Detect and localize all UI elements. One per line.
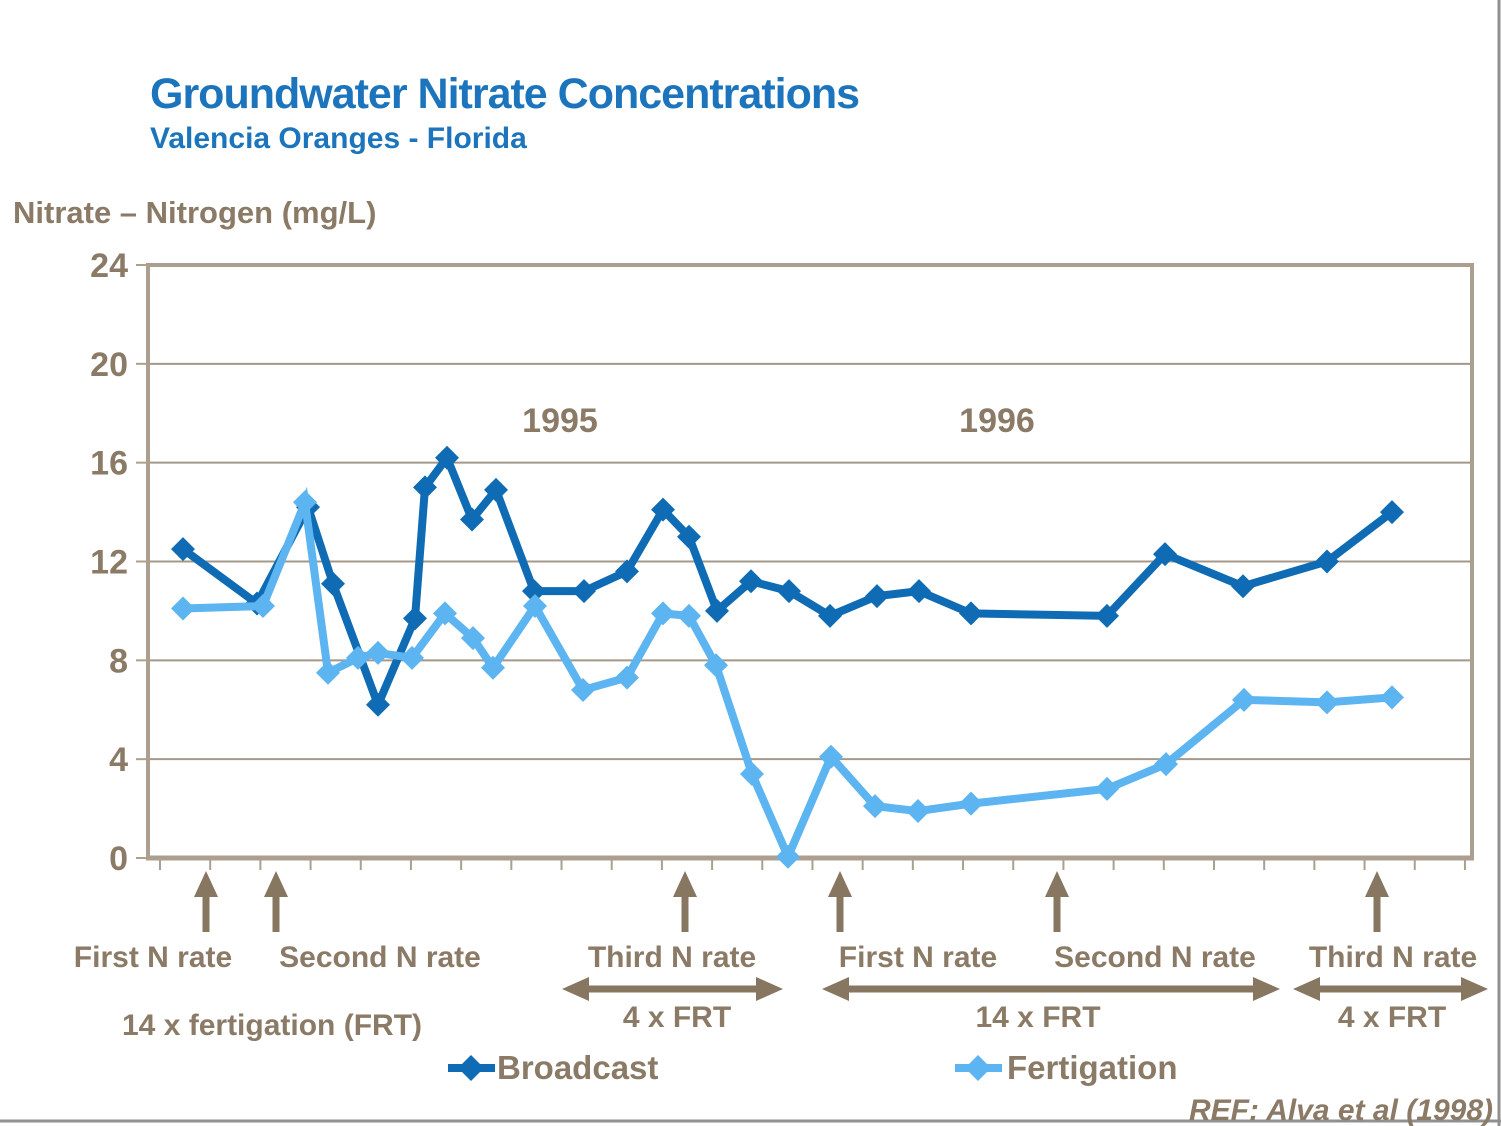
- data-point-fertigation: [1232, 687, 1256, 712]
- year-label-1996: 1996: [959, 402, 1035, 440]
- data-point-fertigation: [776, 844, 800, 869]
- data-point-broadcast: [705, 598, 729, 623]
- page-title: Groundwater Nitrate Concentrations: [150, 70, 860, 118]
- legend-marker-diamond: [965, 1055, 991, 1081]
- y-tick-label: 12: [90, 544, 128, 582]
- data-point-fertigation: [366, 640, 390, 665]
- data-point-broadcast: [403, 606, 427, 631]
- data-point-broadcast: [651, 497, 675, 522]
- y-tick-label: 24: [90, 247, 128, 285]
- data-point-broadcast: [1231, 574, 1255, 599]
- range-arrow-left-head: [562, 977, 589, 1001]
- data-point-fertigation: [677, 603, 701, 628]
- page-subtitle: Valencia Oranges - Florida: [150, 122, 527, 155]
- data-point-fertigation: [1380, 685, 1404, 710]
- data-point-fertigation: [316, 660, 340, 685]
- range-arrow-left-head: [1293, 977, 1320, 1001]
- legend-marker-diamond: [458, 1055, 484, 1081]
- n-rate-label-first-1995: First N rate: [73, 941, 233, 974]
- y-tick-label: 4: [109, 741, 128, 779]
- data-point-fertigation: [959, 791, 983, 816]
- data-point-broadcast: [522, 579, 546, 604]
- legend-label-broadcast: Broadcast: [497, 1049, 659, 1086]
- range-arrow-left-head: [822, 977, 849, 1001]
- data-point-fertigation: [481, 655, 505, 680]
- data-point-fertigation: [740, 761, 764, 786]
- range-arrow-right-head: [1253, 977, 1280, 1001]
- frt-label-4x-1996: 4 x FRT: [1337, 1001, 1447, 1034]
- y-tick-label: 0: [109, 840, 128, 878]
- reference-text: REF: Alva et al (1998): [1189, 1094, 1493, 1126]
- frt-label-4x-1995: 4 x FRT: [622, 1001, 732, 1034]
- data-point-fertigation: [571, 677, 595, 702]
- y-axis-title: Nitrate – Nitrogen (mg/L): [13, 195, 377, 230]
- data-point-fertigation: [293, 490, 317, 515]
- n-rate-up-arrow: [673, 871, 697, 932]
- n-rate-up-arrow: [1045, 871, 1069, 932]
- data-point-broadcast: [739, 569, 763, 594]
- data-point-fertigation: [863, 794, 887, 819]
- fertigation-note: 14 x fertigation (FRT): [121, 1009, 423, 1042]
- data-point-broadcast: [677, 524, 701, 549]
- year-label-1995: 1995: [522, 402, 598, 440]
- range-arrow-right-head: [756, 977, 783, 1001]
- n-rate-up-arrow: [1365, 871, 1389, 932]
- data-point-broadcast: [413, 475, 437, 500]
- data-point-fertigation: [651, 601, 675, 626]
- y-tick-label: 20: [90, 346, 128, 384]
- data-point-broadcast: [818, 603, 842, 628]
- data-point-broadcast: [460, 507, 484, 532]
- data-point-fertigation: [523, 593, 547, 618]
- n-rate-up-arrow: [828, 871, 852, 932]
- data-point-fertigation: [461, 626, 485, 651]
- legend-label-fertigation: Fertigation: [1007, 1049, 1178, 1086]
- data-point-broadcast: [865, 584, 889, 609]
- range-arrow-right-head: [1461, 977, 1488, 1001]
- data-point-broadcast: [1153, 542, 1177, 567]
- data-point-fertigation: [346, 645, 370, 670]
- n-rate-label-third-1996: Third N rate: [1308, 941, 1478, 974]
- data-point-broadcast: [1315, 549, 1339, 574]
- data-point-fertigation: [1315, 690, 1339, 715]
- data-point-broadcast: [572, 579, 596, 604]
- data-point-fertigation: [615, 665, 639, 690]
- data-point-fertigation: [251, 593, 275, 618]
- data-point-broadcast: [777, 579, 801, 604]
- data-point-fertigation: [171, 596, 195, 621]
- data-point-fertigation: [704, 653, 728, 678]
- n-rate-label-second-1995: Second N rate: [279, 941, 481, 974]
- data-point-fertigation: [400, 645, 424, 670]
- n-rate-label-first-1996: First N rate: [838, 941, 998, 974]
- y-tick-label: 16: [90, 445, 128, 483]
- data-point-broadcast: [1380, 500, 1404, 525]
- data-point-fertigation: [819, 744, 843, 769]
- n-rate-label-second-1996: Second N rate: [1054, 941, 1256, 974]
- data-point-broadcast: [615, 559, 639, 584]
- data-point-broadcast: [171, 537, 195, 562]
- data-point-fertigation: [433, 601, 457, 626]
- data-point-broadcast: [1095, 603, 1119, 628]
- data-point-fertigation: [1095, 776, 1119, 801]
- data-point-fertigation: [1154, 752, 1178, 777]
- n-rate-up-arrow: [264, 871, 288, 932]
- n-rate-label-third-1995: Third N rate: [587, 941, 757, 974]
- data-point-broadcast: [907, 579, 931, 604]
- n-rate-up-arrow: [194, 871, 218, 932]
- data-point-broadcast: [366, 692, 390, 717]
- y-tick-label: 8: [109, 642, 128, 680]
- data-point-broadcast: [321, 571, 345, 596]
- data-point-broadcast: [435, 445, 459, 470]
- data-point-fertigation: [906, 799, 930, 824]
- frt-label-14x-1996: 14 x FRT: [975, 1001, 1101, 1034]
- data-point-broadcast: [484, 477, 508, 502]
- data-point-broadcast: [959, 601, 983, 626]
